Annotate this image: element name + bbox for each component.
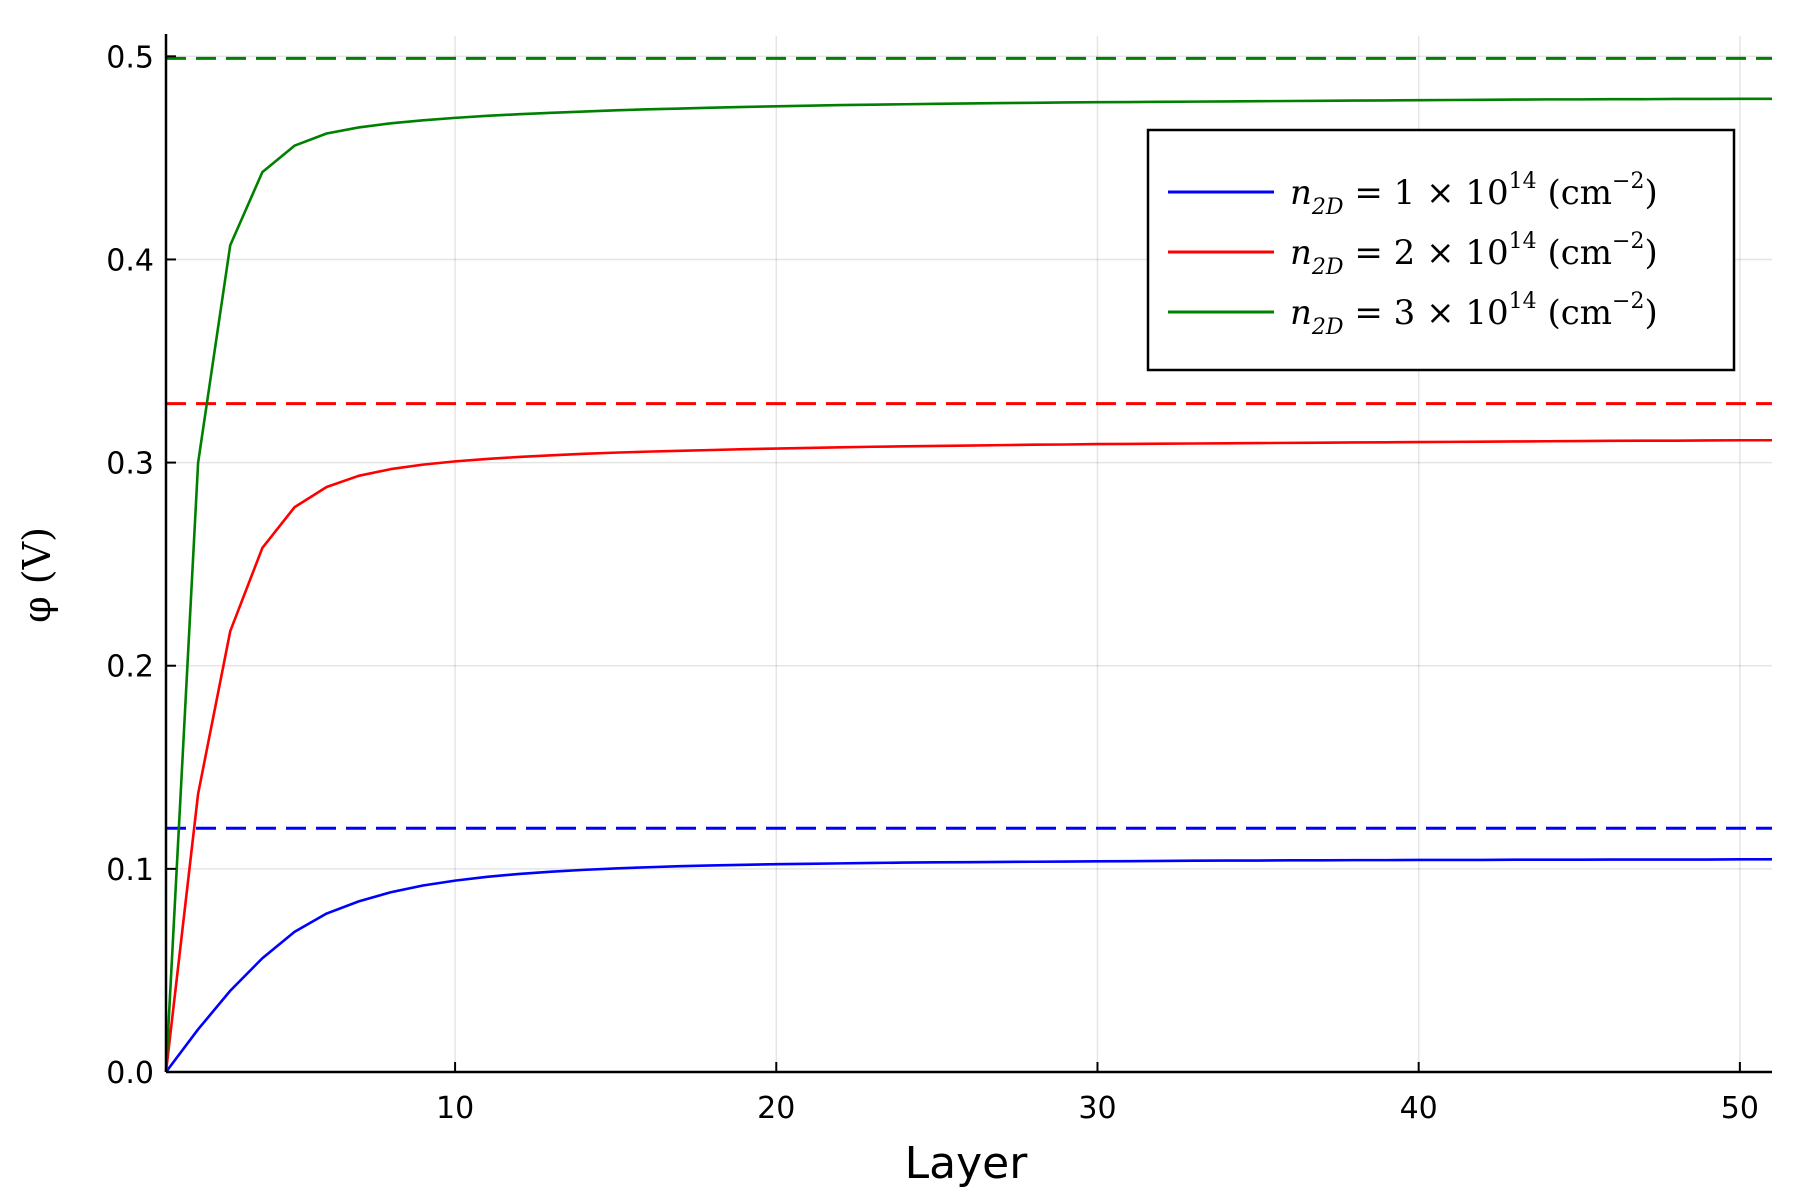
legend-entry-label: n2D = 2 × 1014 (cm−2) — [1290, 229, 1658, 280]
series-line-2 — [164, 97, 1772, 1073]
legend-box — [1146, 128, 1736, 372]
y-tick-label: 0.4 — [106, 243, 154, 278]
tick-labels: 10 20 30 40 50 0.0 0.1 0.2 0.3 0.4 0.5 — [106, 40, 1759, 1126]
series-line-0 — [164, 858, 1772, 1073]
x-tick-label: 10 — [436, 1091, 474, 1126]
x-tick-label: 50 — [1721, 1091, 1759, 1126]
x-tick-label: 20 — [757, 1091, 795, 1126]
x-tick-label: 30 — [1078, 1091, 1116, 1126]
legend: n2D = 1 × 1014 (cm−2) n2D = 2 × 1014 (cm−… — [1146, 128, 1736, 372]
x-axis-title: Layer — [905, 1138, 1029, 1189]
reference-lines — [166, 56, 1772, 830]
y-tick-label: 0.3 — [106, 447, 154, 482]
y-tick-label: 0.0 — [106, 1056, 154, 1091]
legend-entry-label: n2D = 1 × 1014 (cm−2) — [1290, 169, 1658, 220]
y-axis-title: φ (V) — [15, 527, 59, 623]
axes — [164, 34, 1772, 1074]
x-tick-label: 40 — [1400, 1091, 1438, 1126]
series-line-1 — [164, 438, 1772, 1073]
series-lines — [164, 97, 1772, 1073]
legend-entry-label: n2D = 3 × 1014 (cm−2) — [1290, 289, 1658, 340]
y-tick-label: 0.2 — [106, 650, 154, 685]
y-tick-label: 0.1 — [106, 853, 154, 888]
y-tick-label: 0.5 — [106, 40, 154, 75]
